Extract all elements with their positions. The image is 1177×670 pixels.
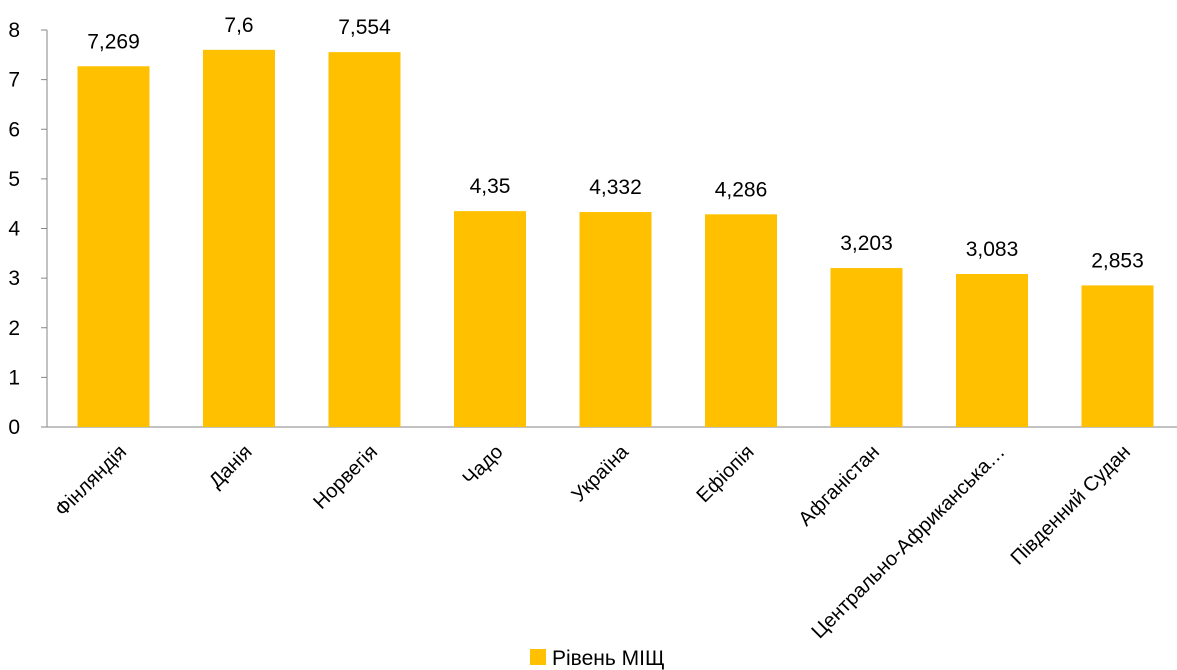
category-label: Данія [205,441,257,493]
y-tick-label: 2 [8,317,20,340]
bar [705,214,777,427]
category-label: Норвегія [309,441,382,514]
y-tick-label: 0 [8,416,20,439]
bar [203,49,275,427]
y-tick-label: 5 [8,168,20,191]
bar [454,211,526,427]
category-label: Ефіопія [692,441,758,507]
category-label: Україна [568,440,634,506]
y-axis: 0 1 2 3 4 5 6 7 8 [8,19,48,439]
data-label: 7,269 [87,30,140,53]
category-label: Фінляндія [51,441,131,521]
bar [328,52,401,427]
bar [956,274,1028,427]
legend-swatch [530,649,546,665]
bar [77,66,150,427]
bar [579,212,652,427]
data-label: 7,6 [224,14,253,37]
bar [830,268,903,427]
y-tick-label: 1 [8,366,20,389]
y-tick-label: 4 [8,218,20,241]
data-label: 4,35 [470,175,511,198]
data-label: 3,203 [840,232,893,255]
data-label: 7,554 [338,16,391,39]
legend-label: Рівень МІЩ [552,647,665,670]
data-label: 4,286 [715,178,768,201]
y-tick-label: 8 [8,19,20,42]
y-tick-label: 7 [8,69,20,92]
data-label: 4,332 [589,176,642,199]
data-label: 3,083 [966,238,1019,261]
data-labels: 7,269 7,6 7,554 4,35 4,332 4,286 3,203 3,083 2,8… [87,14,1144,273]
data-label: 2,853 [1091,249,1144,272]
bar [1081,285,1154,427]
y-tick-label: 6 [8,118,20,141]
y-tick-label: 3 [8,267,20,290]
category-labels: Фінляндія Данія Норвегія Чадо Україна Ефіопія… [51,440,1135,643]
category-label: Південний Судан [1007,441,1135,569]
legend: Рівень МІЩ [530,647,665,670]
bars [77,49,1154,427]
category-label: Чадо [459,441,508,490]
category-label: Афганістан [795,441,885,531]
